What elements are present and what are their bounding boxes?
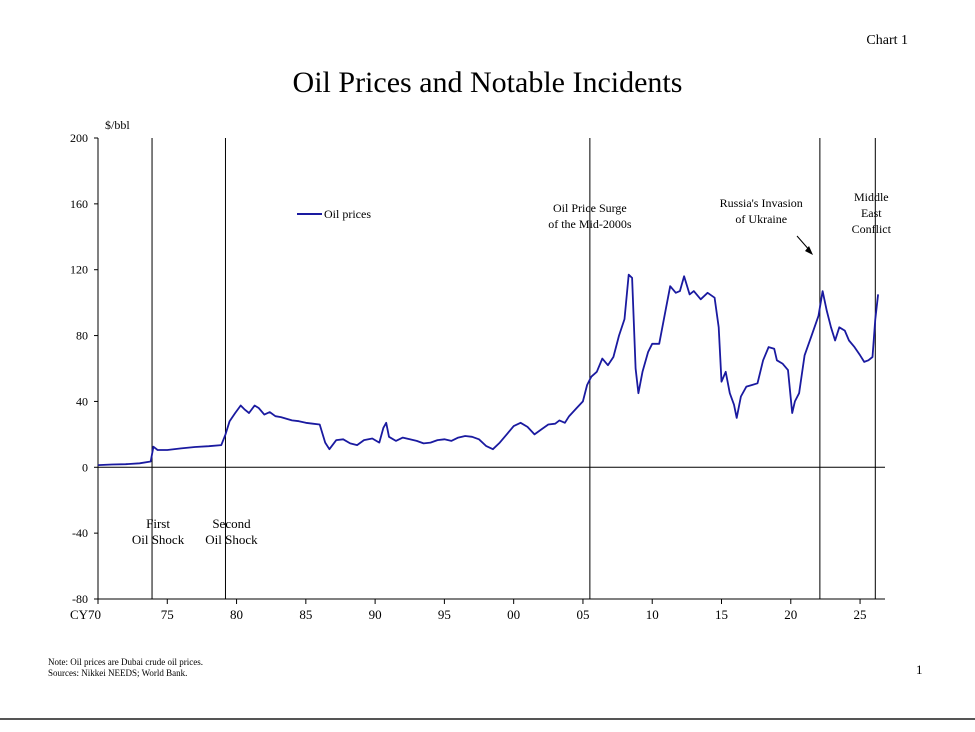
y-tick-label: 160 <box>70 197 88 211</box>
event-label: Oil Shock <box>132 532 185 547</box>
slide-bottom-rule <box>0 718 975 720</box>
event-label: First <box>146 516 170 531</box>
x-tick-label: 25 <box>854 607 867 622</box>
sources-text: Sources: Nikkei NEEDS; World Bank. <box>48 668 188 678</box>
event-arrow-head <box>805 246 813 255</box>
x-tick-label: 75 <box>161 607 174 622</box>
chart-number: Chart 1 <box>866 33 908 48</box>
x-tick-label: CY70 <box>70 607 101 622</box>
event-label: Oil Shock <box>205 532 258 547</box>
event-label: East <box>861 206 882 220</box>
x-tick-label: 00 <box>507 607 520 622</box>
y-tick-label: 200 <box>70 131 88 145</box>
y-axis-unit-label: $/bbl <box>105 118 130 132</box>
oil-price-series-line <box>97 273 879 466</box>
event-label: Second <box>212 516 251 531</box>
y-tick-label: 120 <box>70 263 88 277</box>
event-label: Oil Price Surge <box>553 201 627 215</box>
event-label: of Ukraine <box>735 212 787 226</box>
y-tick-label: -40 <box>72 526 88 540</box>
y-tick-label: 0 <box>82 460 88 474</box>
y-tick-label: 40 <box>76 394 88 408</box>
page-number: 1 <box>916 662 923 677</box>
x-tick-label: 95 <box>438 607 451 622</box>
footnote: Note: Oil prices are Dubai crude oil pri… <box>48 657 203 679</box>
x-tick-label: 90 <box>369 607 382 622</box>
event-label: Russia's Invasion <box>720 196 803 210</box>
x-tick-label: 20 <box>784 607 797 622</box>
note-text: Note: Oil prices are Dubai crude oil pri… <box>48 657 203 667</box>
event-label: Middle <box>854 190 889 204</box>
event-label: of the Mid-2000s <box>548 217 632 231</box>
legend-label: Oil prices <box>324 207 371 221</box>
y-tick-label: -80 <box>72 592 88 606</box>
x-tick-label: 10 <box>646 607 659 622</box>
event-label: Conflict <box>852 222 892 236</box>
x-tick-label: 80 <box>230 607 243 622</box>
y-tick-label: 80 <box>76 329 88 343</box>
x-tick-label: 15 <box>715 607 728 622</box>
chart-title: Oil Prices and Notable Incidents <box>292 66 683 99</box>
x-tick-label: 85 <box>299 607 312 622</box>
x-tick-label: 05 <box>576 607 589 622</box>
